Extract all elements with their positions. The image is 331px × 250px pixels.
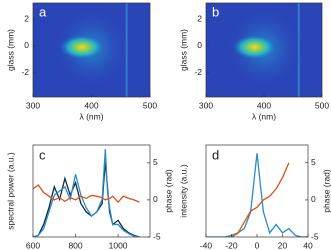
x-tick-label: 500 (315, 100, 329, 110)
panel-label: d (212, 147, 219, 162)
y-tick-label: 2 (197, 13, 202, 23)
y-tick-label: -2 (21, 67, 29, 77)
x-tick-label: 1000 (109, 240, 128, 250)
y2-axis-label: phase (rad) (321, 169, 331, 213)
panel-label-box (36, 147, 50, 163)
y-axis-label: glass (mm) (178, 29, 188, 71)
x-tick-label: 40 (303, 240, 313, 250)
x-axis-label: λ (nm) (252, 111, 276, 121)
x-tick-label: -20 (225, 240, 238, 250)
y-tick-label: 0 (197, 40, 202, 50)
plot-area (206, 153, 308, 237)
y2-tick-label: 5 (311, 157, 316, 167)
x-tick-label: 0 (255, 240, 260, 250)
plot-area (206, 3, 322, 97)
panel-label-box (209, 147, 223, 163)
heatmap-hotspot (231, 34, 278, 61)
y-axis-label: spectral power (a.u.) (5, 152, 15, 230)
y-axis-label: intensity (a.u.) (178, 164, 188, 218)
panel-label: c (39, 147, 46, 162)
series-line (231, 162, 290, 237)
x-tick-label: 400 (257, 100, 271, 110)
x-tick-label: 800 (68, 240, 82, 250)
series-line (206, 153, 308, 237)
x-tick-label: 300 (26, 100, 40, 110)
y2-axis-label: phase (rad) (163, 169, 173, 213)
y-tick-label: -2 (194, 67, 202, 77)
x-tick-label: 300 (199, 100, 213, 110)
x-axis-label: λ (nm) (79, 111, 103, 121)
x-tick-label: -40 (200, 240, 213, 250)
x-tick-label: 400 (84, 100, 98, 110)
x-tick-label: 20 (278, 240, 288, 250)
x-tick-label: 500 (143, 100, 157, 110)
series-line (33, 184, 140, 204)
series-line (33, 149, 140, 237)
axes-frame (32, 144, 151, 238)
plot-area (33, 3, 150, 97)
y-tick-label: 0 (24, 40, 29, 50)
panel-label: a (39, 4, 47, 19)
y-axis-label: glass (mm) (5, 29, 15, 71)
x-tick-label: 600 (26, 240, 40, 250)
plot-area (33, 149, 140, 237)
y2-tick-label: 5 (153, 157, 158, 167)
y2-tick-label: 0 (153, 194, 158, 204)
panel-label: b (212, 4, 219, 19)
y2-tick-label: -5 (153, 231, 161, 241)
series-line (33, 161, 140, 237)
y2-tick-label: 0 (311, 194, 316, 204)
heatmap-hotspot (58, 34, 106, 61)
y-tick-label: 2 (24, 13, 29, 23)
y2-tick-label: -5 (311, 231, 319, 241)
